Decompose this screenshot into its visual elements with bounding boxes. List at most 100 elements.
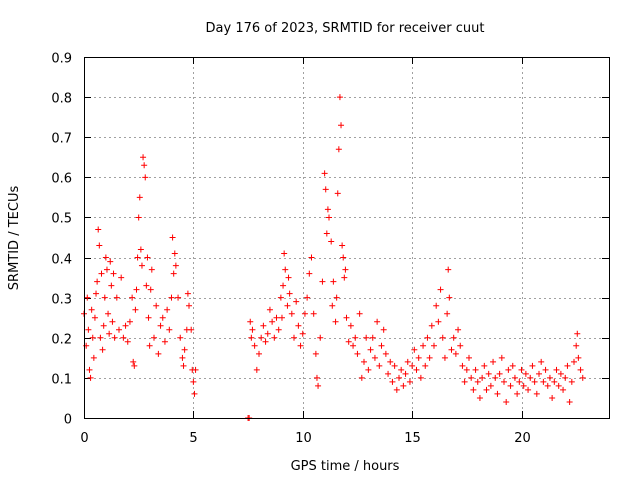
data-point	[422, 362, 429, 369]
data-point	[507, 382, 514, 389]
data-point	[549, 394, 556, 401]
data-point	[542, 366, 549, 373]
data-point	[107, 258, 114, 265]
x-tick-labels: 0 5 10 15 20	[80, 431, 530, 446]
data-point	[476, 394, 483, 401]
data-point	[483, 386, 490, 393]
data-point	[134, 254, 141, 261]
data-point	[522, 370, 529, 377]
data-point	[89, 334, 96, 341]
data-point	[333, 294, 340, 301]
data-point	[424, 334, 431, 341]
data-point	[175, 294, 182, 301]
data-point	[354, 350, 361, 357]
x-tick-label: 0	[80, 431, 88, 446]
data-point	[402, 370, 409, 377]
data-point	[463, 366, 470, 373]
data-point	[130, 358, 137, 365]
data-point	[439, 334, 446, 341]
data-point	[503, 398, 510, 405]
data-point	[466, 354, 472, 361]
data-point	[284, 302, 291, 309]
data-point	[531, 378, 538, 385]
data-point	[291, 334, 297, 341]
data-point	[461, 378, 468, 385]
data-point	[273, 314, 280, 321]
data-point	[323, 230, 330, 237]
data-point	[520, 382, 527, 389]
data-point	[180, 362, 187, 369]
data-point	[192, 366, 199, 373]
data-point	[105, 310, 112, 317]
data-point	[116, 326, 122, 333]
x-tick-label: 5	[189, 431, 197, 446]
data-point	[108, 282, 115, 289]
data-point	[88, 306, 95, 313]
data-point	[133, 286, 140, 293]
data-point	[106, 330, 113, 337]
data-point	[546, 374, 553, 381]
data-point	[505, 366, 512, 373]
data-point	[102, 254, 109, 261]
data-point	[363, 334, 370, 341]
data-point	[533, 390, 540, 397]
data-point	[120, 334, 127, 341]
data-point	[99, 346, 106, 353]
data-point	[452, 350, 459, 357]
data-point	[367, 346, 374, 353]
y-tick-label: 0.9	[51, 52, 72, 67]
data-point	[124, 338, 131, 345]
data-point	[336, 94, 343, 101]
data-point	[258, 334, 265, 341]
y-tick-label: 0.8	[51, 92, 72, 107]
data-point	[145, 314, 152, 321]
data-point	[286, 290, 293, 297]
data-point	[164, 306, 171, 313]
y-tick-label: 0	[64, 413, 72, 428]
data-point	[122, 322, 129, 329]
data-point	[417, 374, 424, 381]
data-point	[389, 378, 396, 385]
data-point	[297, 342, 304, 349]
data-point	[159, 314, 166, 321]
data-point	[137, 246, 144, 253]
data-point	[468, 374, 475, 381]
data-point	[188, 326, 195, 333]
data-point	[378, 342, 385, 349]
data-point	[103, 266, 110, 273]
data-point	[186, 302, 192, 309]
data-point	[560, 386, 567, 393]
data-point	[295, 322, 302, 329]
data-point	[87, 374, 94, 381]
data-point	[356, 310, 363, 317]
data-point	[446, 294, 453, 301]
data-point	[306, 270, 313, 277]
data-point	[172, 262, 179, 269]
data-point	[573, 342, 580, 349]
data-point	[168, 294, 175, 301]
data-point	[132, 306, 139, 313]
data-point	[332, 318, 339, 325]
x-axis-title: GPS time / hours	[291, 459, 400, 474]
data-point	[308, 254, 315, 261]
data-point	[369, 334, 376, 341]
data-point	[293, 298, 300, 305]
y-tick-labels: 0 0.1 0.2 0.3 0.4 0.5 0.6 0.7 0.8 0.9	[51, 52, 72, 428]
data-point	[329, 302, 336, 309]
data-point	[131, 362, 138, 369]
data-point	[169, 234, 176, 241]
data-point	[110, 270, 117, 277]
y-axis-title: SRMTID / TECUs	[7, 186, 22, 291]
plot-frame	[84, 57, 610, 419]
data-point	[490, 358, 497, 365]
data-point	[470, 386, 477, 393]
data-point	[84, 294, 91, 301]
data-point	[93, 290, 100, 297]
data-point	[90, 354, 97, 361]
data-point	[404, 358, 411, 365]
data-point	[420, 342, 427, 349]
data-point	[496, 370, 503, 377]
data-point	[146, 342, 153, 349]
data-point	[557, 370, 564, 377]
data-point	[126, 318, 133, 325]
